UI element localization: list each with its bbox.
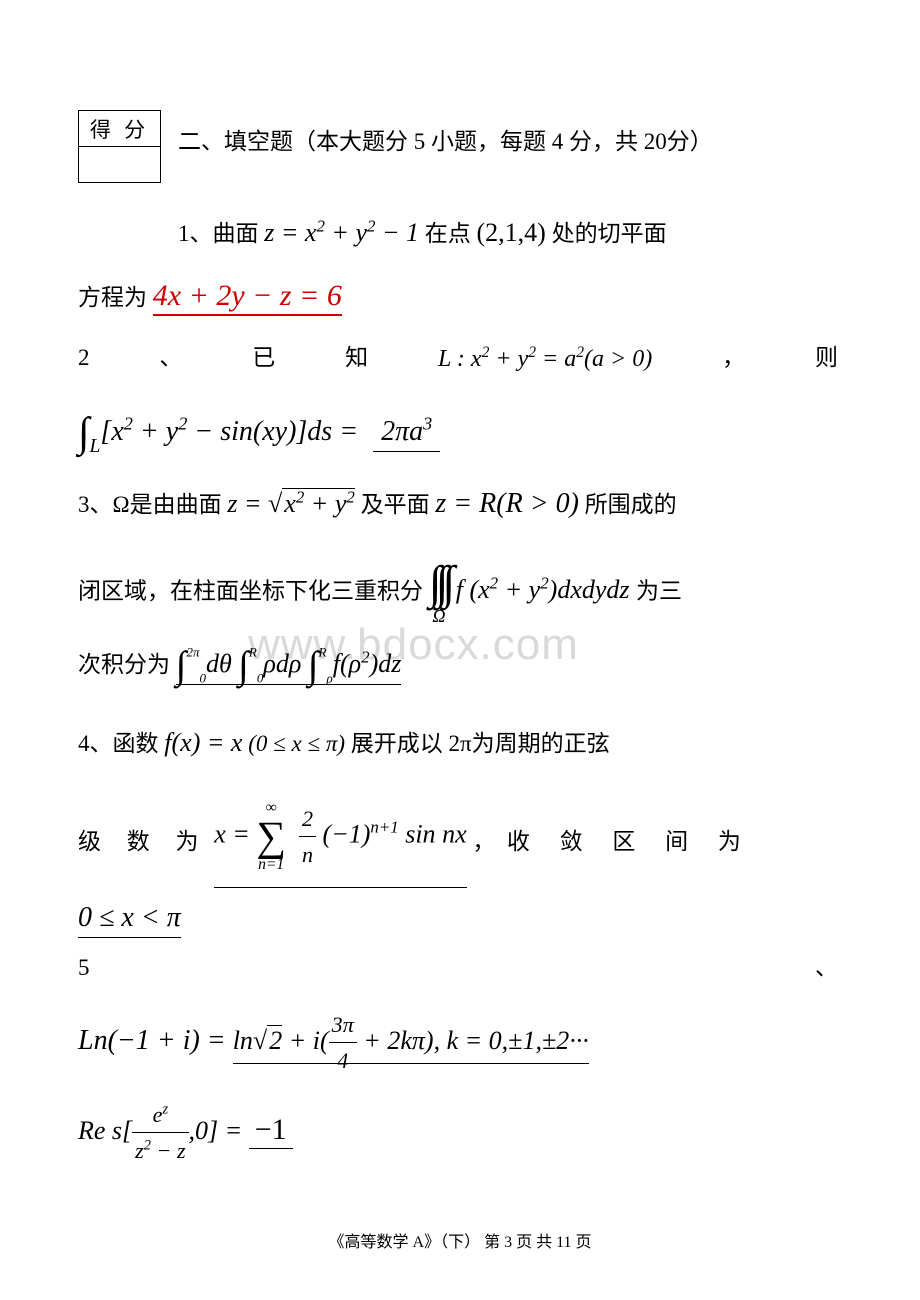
q4-prefix: 4、函数: [78, 731, 164, 756]
q2-line2: ∫L[x2 + y2 − sin(xy)]ds = 2πa3: [78, 400, 440, 467]
q3-line2: 闭区域，在柱面坐标下化三重积分 ∫∫∫Ω f (x2 + y2)dxdydz 为…: [78, 560, 682, 625]
q4-words1: 级 数 为: [78, 829, 209, 854]
q2-answer: 2πa3: [373, 416, 440, 452]
q2-formula: L : x2 + y2 = a2(a > 0): [438, 340, 652, 378]
section-title: 二、填空题（本大题分 5 小题，每题 4 分，共 20分）: [178, 118, 838, 166]
q4-line3: 0 ≤ x < π: [78, 896, 181, 941]
q2-n1: 2: [78, 340, 90, 378]
q1-line2: 方程为 4x + 2y − z = 6: [78, 272, 342, 320]
q3-line1: 3、Ω是由曲面 z = √x2 + y2 及平面 z = R(R > 0) 所围…: [78, 482, 677, 527]
q1-line2-prefix: 方程为: [78, 285, 147, 310]
q5-dun: 、: [815, 950, 838, 987]
q2-comma: ，: [722, 340, 745, 378]
q3-prefix: 3、Ω是由曲面: [78, 492, 222, 517]
q3-line3: 次积分为 ∫2π0dθ ∫R0ρdρ ∫Rρf(ρ2)dz: [78, 635, 401, 697]
q3-line2b: 为三: [636, 578, 682, 603]
q1-surface-eq: z = x2 + y2 − 1: [264, 218, 419, 247]
q2-integral: ∫L[x2 + y2 − sin(xy)]ds =: [78, 416, 365, 447]
q4-fx: f(x) = x: [164, 728, 242, 757]
q2-n2: 、: [159, 340, 182, 378]
page-footer: 《高等数学 A》（下） 第 3 页 共 11 页: [0, 1228, 920, 1252]
q3-surf1: z = √x2 + y2: [227, 488, 355, 518]
q3-surf2: z = R(R > 0): [435, 488, 579, 519]
q4-comma: ，: [472, 829, 495, 854]
score-box: 得 分: [78, 110, 161, 183]
q3-line2a: 闭区域，在柱面坐标下化三重积分: [78, 578, 423, 603]
q4-line1: 4、函数 f(x) = x (0 ≤ x ≤ π) 展开成以 2π为周期的正弦: [78, 722, 610, 764]
q2-n3: 已: [252, 340, 275, 378]
q5-answer2: −1: [249, 1113, 293, 1149]
q3-answer: ∫2π0dθ ∫R0ρdρ ∫Rρf(ρ2)dz: [176, 649, 402, 685]
q1-point: (2,1,4): [477, 218, 546, 247]
q1-suffix: 处的切平面: [552, 221, 667, 246]
q2-n4: 知: [345, 340, 368, 378]
q4-line2: 级 数 为 x = ∞ ∑ n=1 2n (−1)n+1 sin nx ， 收 …: [78, 800, 838, 888]
q3-line3a: 次积分为: [78, 652, 170, 677]
q3-triple-integral: ∫∫∫Ω f (x2 + y2)dxdydz: [429, 575, 636, 604]
q4-words2: 收 敛 区 间 为: [507, 829, 753, 854]
q5-lhs: Ln(−1 + i) =: [78, 1025, 233, 1056]
q5-label: 5: [78, 950, 90, 987]
q1-line1: 1、曲面 z = x2 + y2 − 1 在点 (2,1,4) 处的切平面: [178, 212, 667, 254]
q2-n5: 则: [815, 340, 838, 378]
q3-mid: 及平面: [361, 492, 436, 517]
q1-answer: 4x + 2y − z = 6: [153, 279, 342, 316]
q2-line1: 2 、 已 知 L : x2 + y2 = a2(a > 0) ， 则: [78, 340, 838, 378]
q4-series-answer: x = ∞ ∑ n=1 2n (−1)n+1 sin nx: [214, 800, 466, 888]
q4-domain: (0 ≤ x ≤ π): [248, 731, 345, 756]
score-value: [79, 147, 161, 183]
q5-line2: Re s[ezz2 − z,0] = −1: [78, 1097, 293, 1169]
q1-at: 在点: [425, 221, 471, 246]
q5-answer1: ln√2 + i(3π4 + 2kπ), k = 0,±1,±2···: [233, 1026, 589, 1064]
q5-res-lhs: Re s[ezz2 − z,0] =: [78, 1116, 249, 1145]
q4-interval-answer: 0 ≤ x < π: [78, 902, 181, 938]
q5-line1: Ln(−1 + i) = ln√2 + i(3π4 + 2kπ), k = 0,…: [78, 1007, 589, 1079]
score-label: 得 分: [79, 111, 161, 147]
q4-suffix: 展开成以 2π为周期的正弦: [351, 731, 610, 756]
q3-suffix: 所围成的: [585, 492, 677, 517]
q1-prefix: 1、曲面: [178, 221, 259, 246]
